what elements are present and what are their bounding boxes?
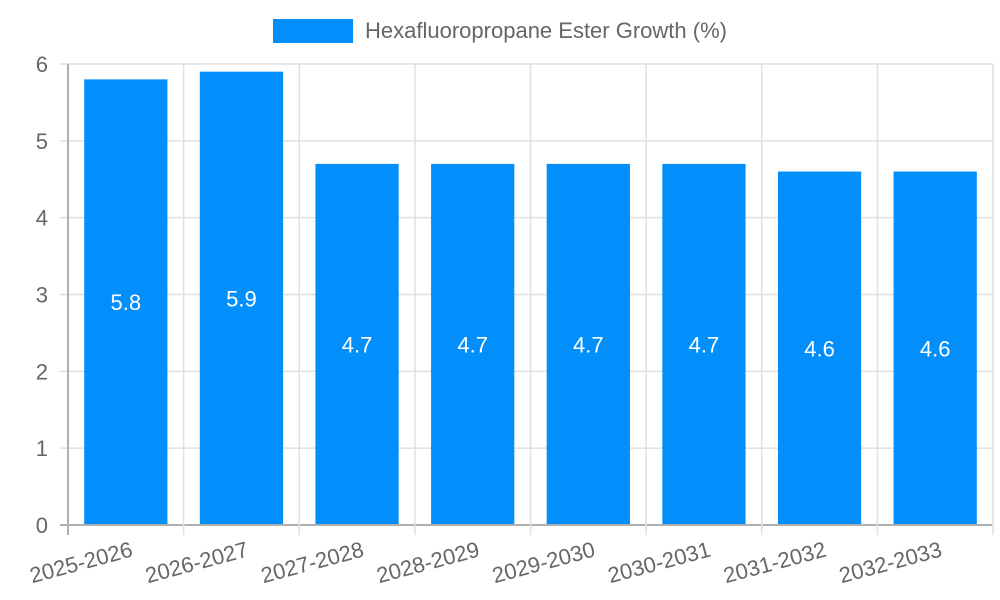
bar-value-label: 4.6 [920,336,951,361]
y-tick-label: 5 [36,129,48,154]
bar-value-label: 5.9 [226,286,257,311]
x-tick-label: 2029-2030 [490,537,598,588]
x-tick-label: 2030-2031 [605,537,713,588]
chart-legend[interactable]: Hexafluoropropane Ester Growth (%) [0,18,1000,44]
bar[interactable] [199,71,284,524]
x-tick-label: 2026-2027 [143,537,251,588]
x-tick-label: 2028-2029 [374,537,482,588]
y-tick-label: 2 [36,359,48,384]
bar-value-label: 4.7 [457,332,488,357]
legend-label: Hexafluoropropane Ester Growth (%) [365,18,727,43]
bar[interactable] [84,79,168,524]
legend-swatch [273,19,354,43]
bar[interactable] [315,163,399,524]
x-tick-label: 2031-2032 [721,537,829,588]
bar-value-label: 4.7 [689,332,720,357]
y-tick-label: 4 [36,206,48,231]
x-tick-label: 2027-2028 [258,537,366,588]
bar[interactable] [893,171,977,525]
bar[interactable] [546,163,630,524]
x-tick-label: 2025-2026 [27,537,135,588]
y-tick-label: 3 [36,283,48,308]
y-tick-label: 0 [36,513,48,538]
y-tick-label: 1 [36,436,48,461]
bar-value-label: 4.7 [342,332,373,357]
bar[interactable] [662,163,746,524]
y-tick-label: 6 [36,52,48,77]
bar-value-label: 5.8 [111,290,142,315]
bar-value-label: 4.6 [804,336,835,361]
x-tick-label: 2032-2033 [836,537,944,588]
bar-value-label: 4.7 [573,332,604,357]
bar[interactable] [431,163,515,524]
bar[interactable] [777,171,862,525]
